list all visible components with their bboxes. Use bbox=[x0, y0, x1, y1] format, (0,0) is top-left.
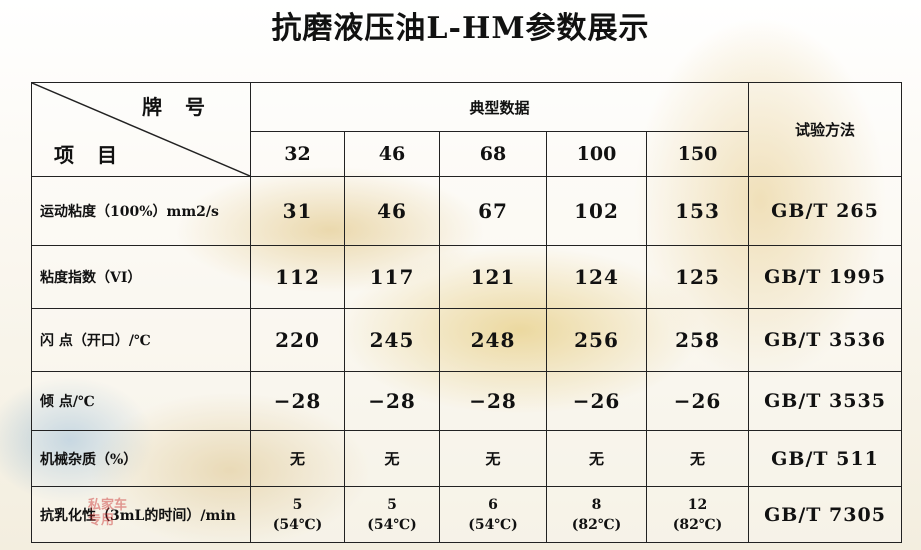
data-cell: 248 bbox=[439, 308, 547, 372]
value-main: 12 bbox=[687, 496, 708, 513]
data-cell: 5 (54℃) bbox=[344, 486, 440, 543]
data-cell: 无 bbox=[250, 430, 345, 487]
row-label: 机械杂质（%） bbox=[31, 430, 251, 487]
data-cell: 67 bbox=[439, 176, 547, 246]
data-cell: −28 bbox=[344, 371, 440, 431]
value-main: 5 bbox=[292, 496, 303, 513]
value-condition: (54℃) bbox=[272, 516, 323, 533]
table-row: 抗乳化性（3mL的时间）/min 5 (54℃) 5 (54℃) 6 (54℃)… bbox=[31, 486, 902, 543]
value-condition: (82℃) bbox=[672, 516, 723, 533]
watermark-line: 私家车 bbox=[88, 498, 128, 513]
method-cell: GB/T 3535 bbox=[748, 371, 902, 431]
value-main: 6 bbox=[488, 496, 498, 513]
data-cell: 无 bbox=[646, 430, 749, 487]
method-cell: GB/T 1995 bbox=[748, 245, 902, 309]
table-row: 运动粘度（100%）mm2/s 31 46 67 102 153 GB/T 26… bbox=[31, 176, 902, 246]
data-cell: 5 (54℃) bbox=[250, 486, 345, 543]
value-condition: (54℃) bbox=[468, 516, 518, 533]
data-cell: 46 bbox=[344, 176, 440, 246]
value-condition: (54℃) bbox=[367, 516, 417, 533]
data-cell: −26 bbox=[646, 371, 749, 431]
value-condition: (82℃) bbox=[571, 516, 622, 533]
method-cell: GB/T 265 bbox=[748, 176, 902, 246]
row-label: 运动粘度（100%）mm2/s bbox=[31, 176, 251, 246]
data-cell: 12 (82℃) bbox=[646, 486, 749, 543]
data-cell: 220 bbox=[250, 308, 345, 372]
row-label: 抗乳化性（3mL的时间）/min bbox=[31, 486, 251, 543]
row-label: 粘度指数（VI） bbox=[31, 245, 251, 309]
data-cell: 8 (82℃) bbox=[546, 486, 647, 543]
diagonal-line bbox=[32, 83, 250, 176]
data-cell: 无 bbox=[546, 430, 647, 487]
grade-header: 32 bbox=[250, 131, 345, 177]
grade-header: 68 bbox=[439, 131, 547, 177]
table-row: 倾 点/℃ −28 −28 −28 −26 −26 GB/T 3535 bbox=[31, 371, 902, 431]
data-cell: 121 bbox=[439, 245, 547, 309]
method-cell: GB/T 3536 bbox=[748, 308, 902, 372]
data-cell: −26 bbox=[546, 371, 647, 431]
test-method-header: 试验方法 bbox=[748, 82, 902, 177]
method-cell: GB/T 7305 bbox=[748, 486, 902, 543]
page-title: 抗磨液压油L-HM参数展示 bbox=[271, 11, 650, 46]
value-main: 5 bbox=[387, 496, 397, 513]
typical-data-header: 典型数据 bbox=[250, 82, 749, 132]
data-cell: 6 (54℃) bbox=[439, 486, 547, 543]
data-cell: 125 bbox=[646, 245, 749, 309]
data-cell: 124 bbox=[546, 245, 647, 309]
data-cell: 无 bbox=[344, 430, 440, 487]
table-row: 闪 点（开口）/℃ 220 245 248 256 258 GB/T 3536 bbox=[31, 308, 902, 372]
table-row: 机械杂质（%） 无 无 无 无 无 GB/T 511 bbox=[31, 430, 902, 487]
value-main: 8 bbox=[591, 496, 602, 513]
row-label: 倾 点/℃ bbox=[31, 371, 251, 431]
data-cell: 153 bbox=[646, 176, 749, 246]
grade-header: 150 bbox=[646, 131, 749, 177]
data-cell: 102 bbox=[546, 176, 647, 246]
grade-label: 牌 号 bbox=[142, 95, 213, 119]
data-cell: −28 bbox=[439, 371, 547, 431]
watermark-line: 专用 bbox=[88, 513, 115, 528]
data-cell: 256 bbox=[546, 308, 647, 372]
data-cell: 无 bbox=[439, 430, 547, 487]
data-cell: 258 bbox=[646, 308, 749, 372]
row-label: 闪 点（开口）/℃ bbox=[31, 308, 251, 372]
grade-header: 100 bbox=[546, 131, 647, 177]
method-cell: GB/T 511 bbox=[748, 430, 902, 487]
grade-header: 46 bbox=[344, 131, 440, 177]
parameter-table: 牌 号 项 目 典型数据 试验方法 32 46 68 100 150 运动粘度（… bbox=[31, 82, 902, 543]
table-row: 粘度指数（VI） 112 117 121 124 125 GB/T 1995 bbox=[31, 245, 902, 309]
watermark: 私家车 专用 bbox=[88, 498, 128, 528]
data-cell: 117 bbox=[344, 245, 440, 309]
data-cell: 31 bbox=[250, 176, 345, 246]
data-cell: 245 bbox=[344, 308, 440, 372]
header-diagonal-cell: 牌 号 项 目 bbox=[31, 82, 251, 177]
item-label: 项 目 bbox=[54, 143, 125, 167]
data-cell: 112 bbox=[250, 245, 345, 309]
data-cell: −28 bbox=[250, 371, 345, 431]
